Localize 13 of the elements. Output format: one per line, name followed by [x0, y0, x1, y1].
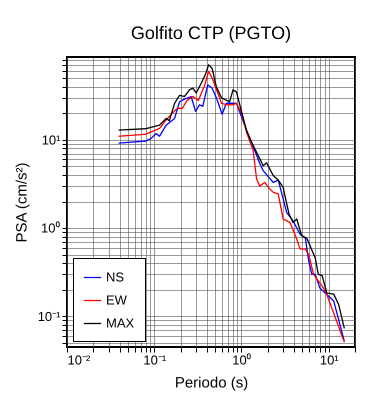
legend-label: EW — [106, 292, 128, 308]
chart-title: Golfito CTP (PGTO) — [130, 23, 292, 43]
x-tick-label: 10⁰ — [232, 352, 252, 368]
y-axis-title: PSA (cm/s²) — [14, 162, 31, 243]
x-tick-label: 10⁻¹ — [143, 352, 167, 368]
y-tick-label: 10⁰ — [41, 220, 60, 236]
y-tick-label: 10⁻¹ — [38, 308, 62, 324]
x-tick-label: 10¹ — [320, 352, 340, 368]
x-tick-label: 10⁻² — [68, 352, 91, 368]
x-axis-title: Periodo (s) — [174, 374, 248, 392]
legend-label: NS — [106, 270, 124, 284]
legend-label: MAX — [106, 316, 134, 330]
y-tick-label: 10¹ — [42, 132, 62, 148]
